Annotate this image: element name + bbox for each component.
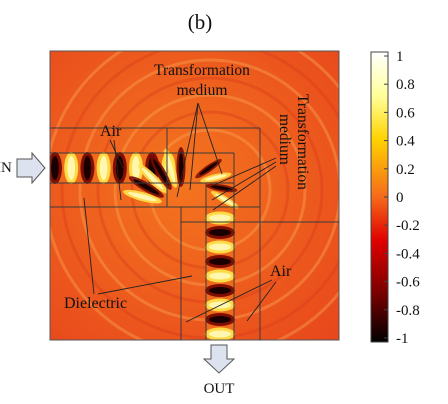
region-boundaries [49, 50, 340, 341]
transformation-medium-top-line2: medium [177, 82, 228, 99]
colorbar-tick-label: -0.2 [396, 218, 420, 234]
field-map [50, 51, 339, 340]
colorbar-tick-label: 0.8 [396, 77, 415, 93]
colorbar: 1 0.8 0.6 0.4 0.2 0 -0.2 -0.4 -0.6 -0.8 -1 [370, 49, 420, 347]
colorbar-tick-label: -0.8 [396, 303, 420, 319]
colorbar-ticks: 1 0.8 0.6 0.4 0.2 0 -0.2 -0.4 -0.6 -0.8 -1 [384, 49, 420, 347]
colorbar-tick-label: 0.4 [396, 134, 415, 150]
colorbar-tick-label: 0 [396, 190, 404, 206]
transformation-medium-top-line1: Transformation [154, 62, 250, 79]
transformation-medium-right-label: Transformation medium [276, 94, 311, 190]
bend-field [123, 147, 239, 209]
colorbar-tick-label: 0.6 [396, 105, 415, 121]
input-label: IN [0, 160, 12, 176]
field-background [50, 51, 339, 340]
air-top-label: Air [100, 123, 122, 140]
air-bottom-label: Air [270, 263, 292, 280]
vertical-waveguide-field [205, 207, 235, 340]
colorbar-tick-label: -0.4 [396, 246, 420, 262]
input-label-clip: IN [0, 160, 12, 176]
panel-label: (b) [188, 10, 213, 34]
transformation-medium-right-line1: Transformation [294, 94, 311, 190]
colorbar-tick-label: 0.2 [396, 162, 415, 178]
input-arrow-icon [16, 151, 46, 185]
transformation-medium-right-line2: medium [276, 114, 293, 165]
colorbar-tick-label: -1 [396, 331, 409, 347]
output-label: OUT [204, 381, 235, 397]
annotation-leaders [83, 102, 277, 323]
output-arrow-icon [202, 344, 236, 374]
colorbar-tick-label: -0.6 [396, 275, 420, 291]
dielectric-label: Dielectric [64, 295, 127, 312]
colorbar-tick-label: 1 [396, 49, 404, 65]
